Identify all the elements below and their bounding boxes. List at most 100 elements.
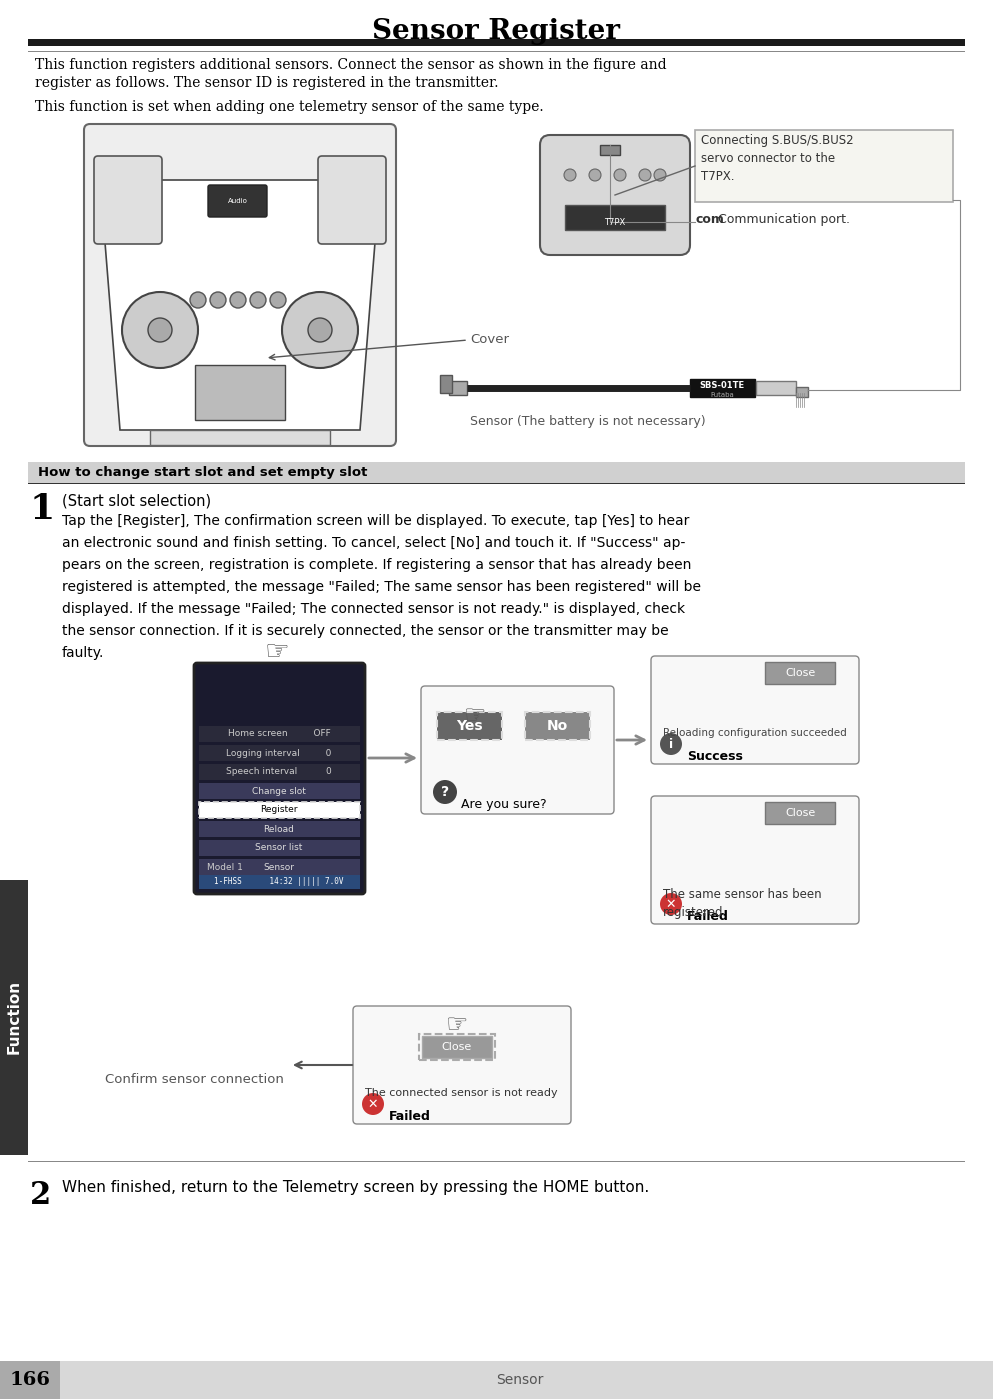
Circle shape bbox=[564, 169, 576, 180]
Bar bbox=[28, 483, 965, 484]
Text: Speech interval          0: Speech interval 0 bbox=[226, 768, 332, 776]
Text: Change slot: Change slot bbox=[252, 786, 306, 796]
Bar bbox=[422, 1037, 492, 1058]
Bar bbox=[199, 783, 360, 799]
Bar bbox=[449, 381, 467, 395]
Text: Yes: Yes bbox=[456, 719, 483, 733]
Circle shape bbox=[589, 169, 601, 180]
FancyBboxPatch shape bbox=[421, 686, 614, 814]
Text: 1: 1 bbox=[30, 492, 56, 526]
Text: Are you sure?: Are you sure? bbox=[461, 797, 546, 811]
Bar bbox=[199, 839, 360, 856]
Bar bbox=[199, 859, 360, 874]
Text: faulty.: faulty. bbox=[62, 646, 104, 660]
Bar bbox=[765, 662, 835, 684]
Circle shape bbox=[210, 292, 226, 308]
Text: No: No bbox=[546, 719, 568, 733]
Text: Sensor: Sensor bbox=[496, 1372, 544, 1386]
Bar bbox=[525, 712, 590, 740]
Circle shape bbox=[148, 318, 172, 341]
Text: ✕: ✕ bbox=[665, 898, 676, 911]
Text: the sensor connection. If it is securely connected, the sensor or the transmitte: the sensor connection. If it is securely… bbox=[62, 624, 668, 638]
Bar bbox=[28, 39, 965, 46]
Text: Cover: Cover bbox=[470, 333, 509, 346]
Text: 166: 166 bbox=[10, 1371, 51, 1389]
Bar bbox=[199, 726, 360, 741]
Text: Reload: Reload bbox=[263, 824, 295, 834]
Text: pears on the screen, registration is complete. If registering a sensor that has : pears on the screen, registration is com… bbox=[62, 558, 691, 572]
Text: Sensor (The battery is not necessary): Sensor (The battery is not necessary) bbox=[470, 416, 706, 428]
Bar bbox=[28, 1161, 965, 1163]
Bar bbox=[695, 130, 953, 201]
FancyBboxPatch shape bbox=[208, 185, 267, 217]
Text: Close: Close bbox=[784, 667, 815, 679]
Circle shape bbox=[230, 292, 246, 308]
Text: Audio: Audio bbox=[228, 199, 248, 204]
Bar bbox=[440, 375, 452, 393]
Text: Failed: Failed bbox=[389, 1109, 431, 1123]
Bar bbox=[0, 880, 28, 1156]
Text: Confirm sensor connection: Confirm sensor connection bbox=[105, 1073, 284, 1086]
Bar bbox=[690, 379, 755, 397]
Circle shape bbox=[122, 292, 198, 368]
Circle shape bbox=[639, 169, 651, 180]
Circle shape bbox=[660, 733, 682, 755]
FancyBboxPatch shape bbox=[84, 125, 396, 446]
Circle shape bbox=[433, 781, 457, 804]
Text: registered is attempted, the message "Failed; The same sensor has been registere: registered is attempted, the message "Fa… bbox=[62, 581, 701, 595]
Bar bbox=[199, 764, 360, 781]
Text: Sensor: Sensor bbox=[263, 863, 295, 872]
Bar bbox=[437, 712, 502, 740]
Text: Connecting S.BUS/S.BUS2
servo connector to the
T7PX.: Connecting S.BUS/S.BUS2 servo connector … bbox=[701, 134, 854, 183]
FancyBboxPatch shape bbox=[353, 1006, 571, 1123]
Text: How to change start slot and set empty slot: How to change start slot and set empty s… bbox=[38, 466, 367, 478]
Text: The connected sensor is not ready: The connected sensor is not ready bbox=[365, 1088, 558, 1098]
Text: Model 1: Model 1 bbox=[207, 863, 243, 873]
Text: ☞: ☞ bbox=[464, 704, 487, 727]
Text: The same sensor has been
registered.: The same sensor has been registered. bbox=[663, 888, 821, 919]
Circle shape bbox=[614, 169, 626, 180]
Text: an electronic sound and finish setting. To cancel, select [No] and touch it. If : an electronic sound and finish setting. … bbox=[62, 536, 685, 550]
Text: Sensor list: Sensor list bbox=[255, 844, 303, 852]
Circle shape bbox=[270, 292, 286, 308]
Bar bbox=[0, 1361, 60, 1399]
Circle shape bbox=[362, 1093, 384, 1115]
Text: displayed. If the message "Failed; The connected sensor is not ready." is displa: displayed. If the message "Failed; The c… bbox=[62, 602, 685, 616]
FancyBboxPatch shape bbox=[651, 796, 859, 923]
FancyBboxPatch shape bbox=[651, 656, 859, 764]
Text: Home screen         OFF: Home screen OFF bbox=[227, 729, 331, 739]
Text: T7PX: T7PX bbox=[605, 218, 626, 227]
FancyBboxPatch shape bbox=[540, 134, 690, 255]
Text: ✕: ✕ bbox=[367, 1097, 378, 1111]
Text: Tap the [Register], The confirmation screen will be displayed. To execute, tap [: Tap the [Register], The confirmation scr… bbox=[62, 513, 689, 527]
Text: Failed: Failed bbox=[687, 909, 729, 923]
Text: 2: 2 bbox=[30, 1179, 52, 1212]
Text: Futaba: Futaba bbox=[710, 392, 734, 397]
Text: ☞: ☞ bbox=[446, 1013, 468, 1037]
FancyBboxPatch shape bbox=[318, 157, 386, 243]
Text: Logging interval         0: Logging interval 0 bbox=[226, 748, 332, 757]
Bar bbox=[28, 50, 965, 52]
Text: SBS-01TE: SBS-01TE bbox=[699, 381, 745, 390]
Bar bbox=[199, 874, 360, 888]
Circle shape bbox=[250, 292, 266, 308]
Text: ?: ? bbox=[441, 785, 449, 799]
Text: ☞: ☞ bbox=[264, 638, 289, 666]
Text: register as follows. The sensor ID is registered in the transmitter.: register as follows. The sensor ID is re… bbox=[35, 76, 498, 90]
Bar bbox=[199, 746, 360, 761]
Circle shape bbox=[308, 318, 332, 341]
Text: When finished, return to the Telemetry screen by pressing the HOME button.: When finished, return to the Telemetry s… bbox=[62, 1179, 649, 1195]
Circle shape bbox=[654, 169, 666, 180]
Bar bbox=[199, 860, 360, 874]
Bar bbox=[150, 429, 330, 445]
Bar bbox=[0, 1361, 993, 1399]
Text: Register: Register bbox=[260, 806, 298, 814]
Text: This function registers additional sensors. Connect the sensor as shown in the f: This function registers additional senso… bbox=[35, 57, 666, 71]
Text: This function is set when adding one telemetry sensor of the same type.: This function is set when adding one tel… bbox=[35, 99, 543, 113]
Bar bbox=[195, 365, 285, 420]
Text: 1-FHSS      14:32 ||||| 7.0V: 1-FHSS 14:32 ||||| 7.0V bbox=[214, 877, 344, 887]
Text: Reloading configuration succeeded: Reloading configuration succeeded bbox=[663, 727, 847, 739]
Text: Communication port.: Communication port. bbox=[718, 213, 850, 227]
Text: (Start slot selection): (Start slot selection) bbox=[62, 494, 212, 509]
Text: com: com bbox=[695, 213, 724, 227]
